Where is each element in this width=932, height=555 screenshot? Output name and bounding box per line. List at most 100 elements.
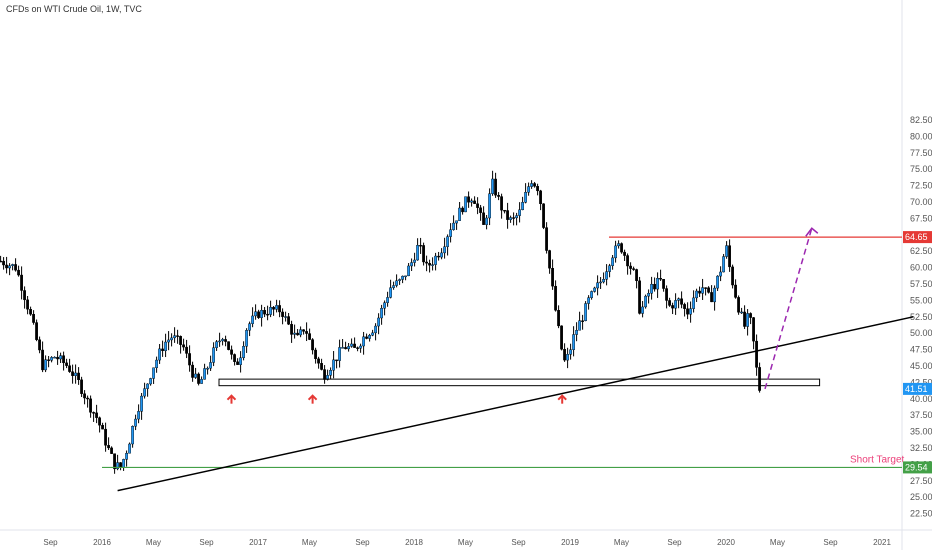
candle-body: [20, 274, 23, 291]
candle-body: [680, 298, 684, 305]
candle-body: [395, 280, 398, 286]
candle-body: [575, 330, 579, 335]
candle-body: [167, 339, 170, 343]
candle-body: [497, 194, 500, 197]
x-tick-label: Sep: [511, 538, 526, 547]
candle-body: [308, 333, 311, 340]
candle-body: [143, 388, 146, 397]
candle-body: [428, 263, 431, 266]
candle-body: [506, 210, 509, 220]
candle-body: [632, 268, 636, 270]
candle-body: [557, 310, 561, 327]
x-tick-label: Sep: [823, 538, 838, 547]
candle-body: [719, 271, 723, 277]
candle-body: [356, 347, 359, 349]
candle-body: [161, 348, 164, 352]
candle-body: [623, 251, 627, 256]
x-tick-label: May: [614, 538, 629, 547]
candle-body: [731, 266, 735, 286]
candle-body: [728, 245, 732, 268]
candle-body: [344, 347, 347, 350]
candle-body: [704, 287, 708, 289]
candle-body: [278, 305, 281, 313]
candle-body: [224, 339, 227, 342]
candle-body: [350, 343, 353, 347]
short-target-text: Short Target: [850, 454, 905, 465]
x-tick-label: Sep: [355, 538, 370, 547]
candle-body: [323, 369, 326, 380]
candle-body: [284, 316, 287, 318]
candle-body: [62, 355, 66, 364]
candle-body: [545, 227, 549, 251]
short-target-price-label: 29.54: [905, 462, 928, 472]
candle-body: [125, 453, 129, 460]
candle-body: [281, 311, 284, 317]
candle-body: [50, 357, 54, 361]
candle-body: [293, 332, 296, 335]
candle-body: [113, 453, 117, 470]
candle-body: [512, 217, 516, 219]
candle-body: [245, 330, 248, 347]
projection-arrowhead: [805, 227, 819, 237]
y-tick-label: 35.00: [910, 427, 932, 437]
candle-body: [617, 243, 621, 247]
candle-body: [140, 395, 143, 412]
candle-body: [377, 317, 380, 327]
candle-body: [17, 269, 20, 276]
candle-body: [359, 345, 362, 349]
candle-body: [722, 256, 726, 273]
y-tick-label: 25.00: [910, 492, 932, 502]
candle-body: [47, 359, 51, 361]
candle-body: [584, 303, 588, 321]
x-tick-label: May: [146, 538, 161, 547]
candle-body: [572, 334, 576, 350]
candle-body: [488, 193, 491, 219]
candle-body: [134, 418, 137, 427]
candle-body: [716, 275, 720, 289]
candle-body: [407, 265, 410, 277]
candle-body: [614, 245, 618, 259]
candle-body: [185, 346, 188, 354]
candle-body: [749, 313, 753, 318]
candle-body: [665, 288, 669, 301]
candle-body: [740, 311, 744, 314]
candle-body: [689, 308, 693, 315]
candle-body: [713, 287, 717, 303]
candle-body: [266, 313, 269, 316]
candle-body: [476, 203, 479, 208]
candle-body: [596, 282, 600, 289]
candle-body: [692, 297, 696, 309]
candle-body: [752, 317, 756, 342]
candle-body: [248, 323, 251, 331]
candle-body: [695, 290, 699, 299]
candle-body: [620, 243, 624, 253]
candle-body: [452, 222, 455, 230]
candle-body: [641, 306, 645, 314]
candle-body: [464, 196, 467, 213]
candle-body: [86, 397, 90, 400]
candle-body: [116, 462, 120, 470]
candle-body: [404, 275, 407, 278]
candle-body: [473, 200, 476, 204]
candle-body: [14, 264, 17, 271]
candle-body: [548, 250, 552, 269]
candle-body: [422, 245, 425, 263]
y-tick-label: 55.00: [910, 295, 932, 305]
candle-body: [446, 236, 449, 247]
candle-body: [77, 372, 81, 381]
candle-body: [68, 365, 72, 372]
candle-body: [440, 252, 443, 258]
candle-body: [71, 371, 75, 376]
candle-body: [338, 347, 341, 361]
candle-body: [272, 306, 275, 310]
candle-body: [296, 332, 299, 336]
candle-body: [263, 310, 266, 315]
candle-body: [236, 361, 239, 365]
candle-body: [335, 359, 338, 362]
candle-body: [59, 355, 63, 360]
candle-body: [392, 285, 395, 288]
x-tick-label: 2019: [561, 538, 579, 547]
candle-body: [743, 311, 747, 327]
candle-body: [23, 290, 26, 301]
